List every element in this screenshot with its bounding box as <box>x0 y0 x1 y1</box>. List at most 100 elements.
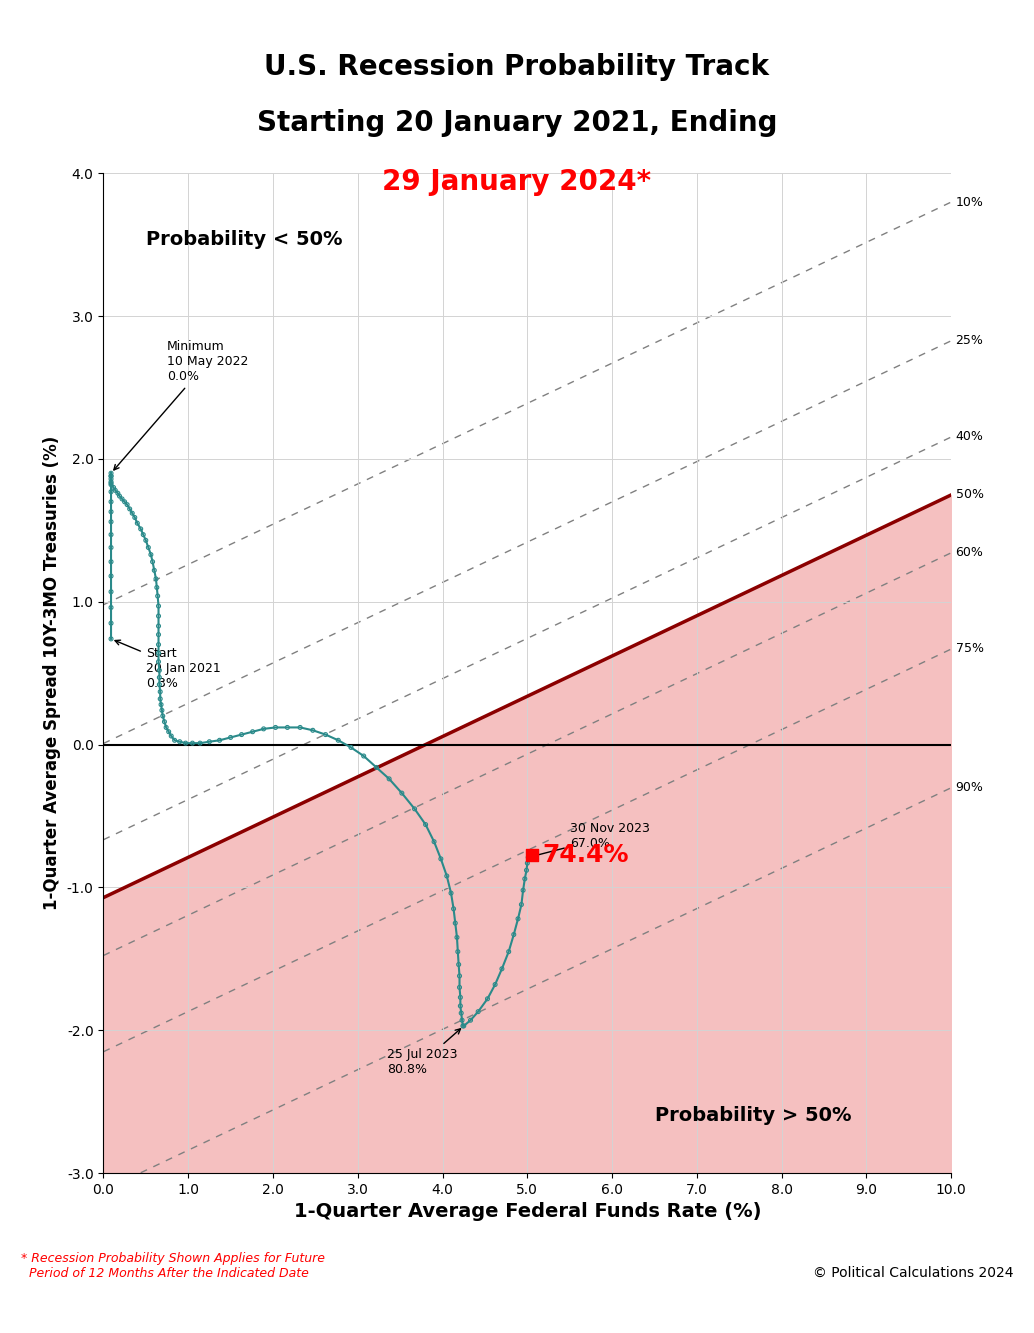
Point <box>451 965 467 986</box>
Point <box>151 666 168 688</box>
Point <box>102 501 119 523</box>
Point <box>152 688 169 709</box>
Point <box>394 782 410 804</box>
Point <box>201 730 218 752</box>
Point <box>524 844 541 865</box>
Point <box>163 725 180 746</box>
Point <box>132 519 149 540</box>
Point <box>292 717 308 738</box>
Point <box>138 529 154 551</box>
Point <box>234 724 250 745</box>
Point <box>279 717 296 738</box>
Point <box>105 477 122 499</box>
Point <box>145 551 161 572</box>
Point <box>102 597 119 619</box>
Point <box>172 730 188 752</box>
Point <box>510 908 526 929</box>
Text: * Recession Probability Shown Applies for Future
  Period of 12 Months After the: * Recession Probability Shown Applies fo… <box>21 1252 325 1280</box>
Point <box>452 986 468 1008</box>
Text: U.S. Recession Probability Track: U.S. Recession Probability Track <box>265 53 769 81</box>
Point <box>487 974 504 996</box>
Point <box>102 481 119 503</box>
Point <box>102 565 119 587</box>
Point <box>211 729 227 750</box>
Text: 75%: 75% <box>955 643 983 656</box>
Point <box>368 757 385 778</box>
Text: Minimum
10 May 2022
0.0%: Minimum 10 May 2022 0.0% <box>114 340 248 471</box>
Text: 60%: 60% <box>955 547 983 560</box>
Point <box>455 1016 472 1037</box>
Point <box>443 882 459 904</box>
Point <box>521 844 538 865</box>
Point <box>150 651 166 672</box>
Point <box>406 798 423 820</box>
Point <box>447 912 463 933</box>
Point <box>452 996 468 1017</box>
Point <box>102 491 119 512</box>
Point <box>418 814 434 836</box>
Point <box>506 924 522 945</box>
Point <box>521 842 538 864</box>
Point <box>146 560 162 581</box>
Point <box>140 537 156 559</box>
Text: 50%: 50% <box>955 488 983 501</box>
Point <box>305 720 322 741</box>
Point <box>153 694 170 716</box>
Point <box>149 577 165 599</box>
Text: 30 Nov 2023
67.0%: 30 Nov 2023 67.0% <box>533 822 649 857</box>
Point <box>462 1009 479 1030</box>
Point <box>513 894 529 916</box>
Point <box>150 616 166 637</box>
Point <box>469 1001 486 1022</box>
Point <box>121 499 138 520</box>
Text: 25%: 25% <box>955 335 983 347</box>
Point <box>119 495 135 516</box>
Point <box>222 726 239 748</box>
Point <box>267 717 283 738</box>
Point <box>381 768 397 789</box>
Point <box>150 635 166 656</box>
Point <box>493 958 510 980</box>
Point <box>154 700 171 721</box>
Point <box>454 1009 470 1030</box>
Point <box>453 1002 469 1024</box>
Text: Probability < 50%: Probability < 50% <box>146 231 342 249</box>
Point <box>156 710 173 732</box>
Point <box>432 848 449 869</box>
Point <box>522 842 539 864</box>
Point <box>152 681 169 702</box>
Point <box>520 846 537 868</box>
Point <box>102 628 119 649</box>
Point <box>135 524 152 545</box>
Point <box>124 503 141 524</box>
Point <box>149 585 165 607</box>
Point <box>191 733 208 754</box>
Point <box>154 705 171 726</box>
Point <box>446 898 462 920</box>
Text: 74.4%: 74.4% <box>543 842 629 866</box>
Text: 90%: 90% <box>955 781 983 794</box>
Point <box>330 729 346 750</box>
Text: 40%: 40% <box>955 431 983 444</box>
Point <box>112 485 128 507</box>
Text: © Political Calculations 2024: © Political Calculations 2024 <box>813 1265 1013 1280</box>
Point <box>438 865 455 886</box>
Point <box>450 941 466 962</box>
Point <box>114 488 130 509</box>
Point <box>150 643 166 664</box>
Point <box>151 660 168 681</box>
Point <box>102 511 119 532</box>
Point <box>126 507 143 528</box>
Point <box>255 718 272 740</box>
Text: 10%: 10% <box>955 196 983 208</box>
Point <box>129 513 146 535</box>
Text: Starting 20 January 2021, Ending: Starting 20 January 2021, Ending <box>256 109 778 137</box>
Point <box>102 524 119 545</box>
Text: 29 January 2024*: 29 January 2024* <box>383 168 651 196</box>
Point <box>166 729 183 750</box>
Point <box>102 475 119 496</box>
Point <box>244 721 261 742</box>
Text: Start
20 Jan 2021
0.3%: Start 20 Jan 2021 0.3% <box>115 640 220 690</box>
Point <box>451 977 467 998</box>
Point <box>524 844 541 865</box>
